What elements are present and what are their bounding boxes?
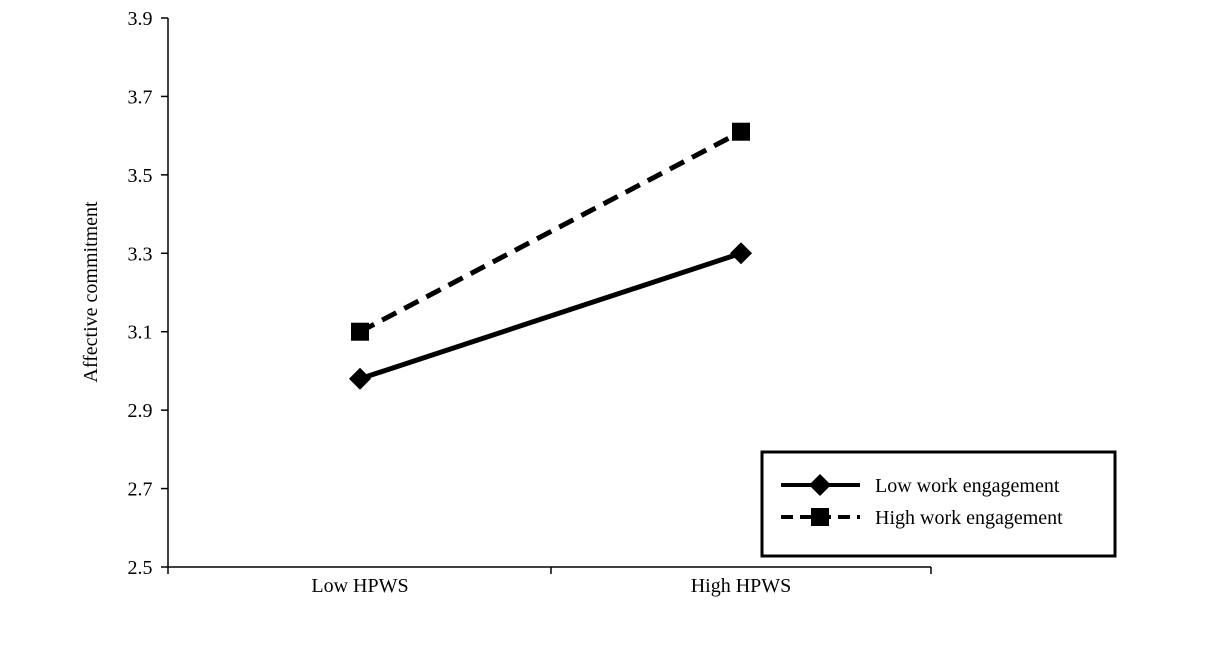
axes (167, 18, 932, 574)
legend-label: Low work engagement (875, 475, 1060, 497)
legend-marker-square (811, 508, 829, 526)
y-tick-label: 3.5 (128, 165, 153, 187)
data-point-diamond (730, 242, 752, 265)
data-point-diamond (349, 367, 371, 390)
legend-marker-diamond (809, 474, 831, 496)
y-ticks: 2.5 2.7 2.9 3.1 3.3 3.5 3.7 3.9 (128, 8, 168, 579)
y-tick-label: 3.9 (128, 8, 153, 30)
series (349, 122, 752, 390)
series-low-work-engagement (349, 242, 752, 390)
x-category-label: Low HPWS (311, 575, 408, 597)
x-category-label: High HPWS (691, 575, 792, 597)
data-point-square (732, 122, 750, 141)
y-tick-label: 3.7 (128, 86, 153, 108)
series-line (359, 250, 742, 382)
y-tick-label: 3.1 (128, 322, 153, 344)
legend: Low work engagement High work engagement (760, 450, 1117, 558)
x-categories: Low HPWS High HPWS (311, 575, 791, 597)
legend-box (760, 450, 1117, 558)
y-tick-label: 2.7 (128, 479, 153, 501)
y-tick-label: 2.5 (128, 557, 153, 579)
series-high-work-engagement (351, 122, 750, 341)
y-tick-label: 3.3 (128, 243, 153, 265)
y-axis-title: Affective commitment (80, 201, 102, 383)
series-line (358, 129, 743, 334)
legend-label: High work engagement (875, 507, 1063, 529)
data-point-square (351, 322, 369, 341)
y-tick-label: 2.9 (128, 400, 153, 422)
